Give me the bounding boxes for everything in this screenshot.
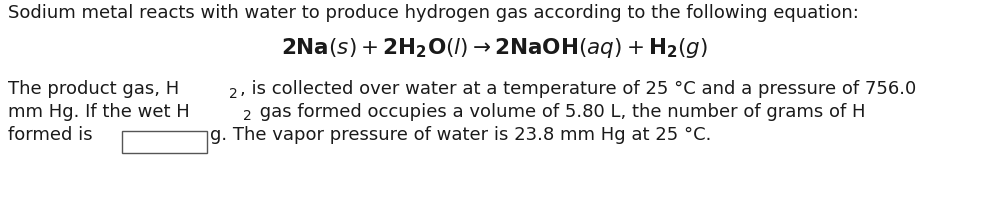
Text: 2: 2: [243, 110, 251, 124]
Text: 2: 2: [229, 87, 238, 101]
Text: 2: 2: [243, 110, 251, 124]
Text: The product gas, H: The product gas, H: [8, 80, 179, 98]
Text: gas formed occupies a volume of 5.80 L, the number of grams of H: gas formed occupies a volume of 5.80 L, …: [253, 103, 865, 121]
Text: g. The vapor pressure of water is 23.8 mm Hg at 25 °C.: g. The vapor pressure of water is 23.8 m…: [210, 126, 712, 144]
Text: formed is: formed is: [8, 126, 93, 144]
Text: , is collected over water at a temperature of 25 °C and a pressure of 756.0: , is collected over water at a temperatu…: [241, 80, 917, 98]
Text: 2: 2: [229, 87, 238, 101]
FancyBboxPatch shape: [122, 131, 207, 153]
Text: mm Hg. If the wet H: mm Hg. If the wet H: [8, 103, 190, 121]
Text: $\mathbf{2Na}(\mathit{s}) + \mathbf{2H_2O}(\mathit{l}) \rightarrow \mathbf{2NaOH: $\mathbf{2Na}(\mathit{s}) + \mathbf{2H_2…: [281, 36, 709, 60]
Text: Sodium metal reacts with water to produce hydrogen gas according to the followin: Sodium metal reacts with water to produc…: [8, 4, 859, 22]
